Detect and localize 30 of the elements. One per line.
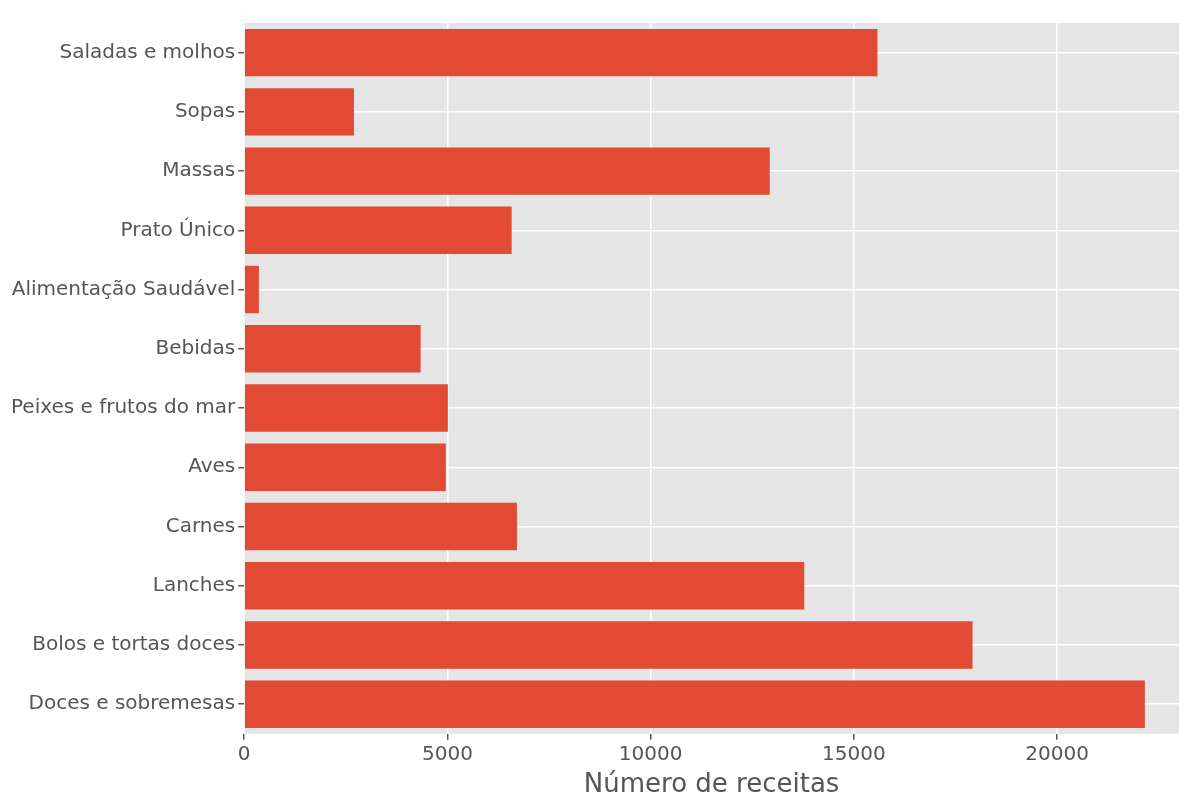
bar (244, 147, 770, 195)
y-tick-label: Bolos e tortas doces (32, 631, 236, 656)
y-tick-label: Lanches (152, 571, 236, 596)
bar (244, 88, 354, 136)
bar (244, 502, 517, 551)
y-tick-label: Doces e sobremesas (28, 690, 236, 715)
y-tick-label: Massas (162, 157, 236, 182)
bar (244, 384, 448, 432)
bar (244, 325, 421, 373)
bar (244, 680, 1145, 728)
x-tick-label: 15000 (822, 741, 886, 765)
y-tick-label: Peixes e frutos do mar (11, 394, 236, 419)
bar (244, 621, 973, 669)
y-tick-label: Bebidas (155, 334, 236, 359)
y-tick-label: Alimentação Saudável (11, 275, 236, 300)
y-tick-label: Saladas e molhos (59, 38, 236, 63)
x-axis-title: Número de receitas (583, 768, 840, 799)
y-tick-label: Carnes (165, 512, 236, 537)
y-tick-label: Aves (188, 453, 236, 478)
y-tick-label: Prato Único (120, 216, 236, 241)
bar (244, 443, 446, 491)
x-tick-label: 20000 (1025, 741, 1089, 765)
x-tick-label: 10000 (618, 741, 683, 765)
y-tick-label: Sopas (174, 98, 236, 123)
bar (244, 28, 878, 77)
bar (244, 265, 259, 314)
bar (244, 562, 805, 610)
x-tick-label: 0 (237, 741, 251, 765)
x-tick-label: 5000 (421, 741, 473, 765)
bar (244, 206, 512, 255)
